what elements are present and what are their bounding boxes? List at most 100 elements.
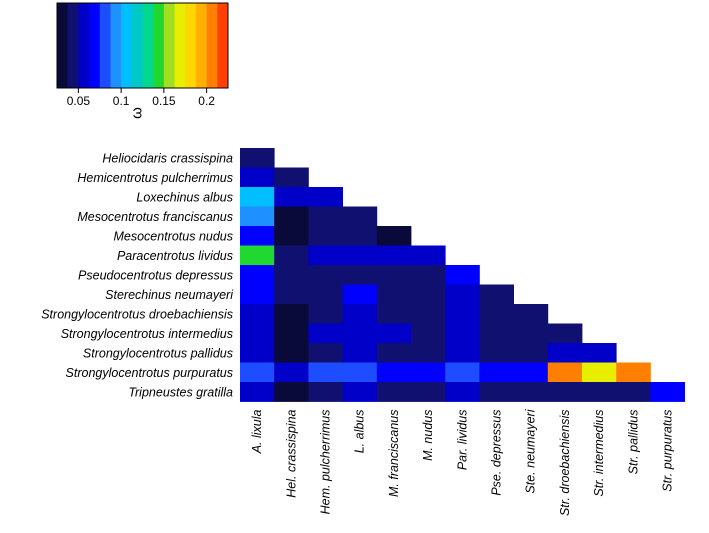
heatmap-cell bbox=[342, 206, 378, 227]
heatmap-cell bbox=[308, 362, 343, 383]
legend-label: ω bbox=[129, 107, 146, 119]
heatmap-cell bbox=[274, 343, 309, 363]
heatmap-cell bbox=[582, 382, 617, 402]
legend-swatch bbox=[217, 3, 229, 88]
heatmap-cell bbox=[308, 245, 343, 266]
heatmap-cell bbox=[411, 284, 446, 305]
heatmap-cell bbox=[445, 323, 480, 344]
legend-frame bbox=[56, 2, 229, 89]
heatmap-cell bbox=[274, 265, 309, 285]
legend-swatch bbox=[163, 3, 176, 88]
heatmap-cell bbox=[274, 304, 309, 324]
legend-swatch bbox=[195, 3, 208, 88]
heatmap-cell bbox=[411, 382, 446, 402]
heatmap-cell bbox=[342, 265, 378, 285]
legend-tick-label: 0.2 bbox=[198, 94, 215, 108]
heatmap-cell bbox=[445, 265, 480, 285]
heatmap-cell bbox=[479, 304, 514, 324]
heatmap-cell bbox=[547, 362, 583, 383]
legend-tick-label: 0.15 bbox=[152, 94, 176, 108]
column-label: Str. purpuratus bbox=[661, 410, 675, 492]
heatmap-cell bbox=[445, 343, 480, 363]
row-label: Loxechinus albus bbox=[136, 190, 233, 204]
heatmap-cell bbox=[240, 245, 275, 266]
column-labels: A. lixula Hel. crassispina Hem. pulcherrim… bbox=[250, 408, 674, 516]
legend-swatch bbox=[142, 3, 154, 88]
heatmap-cell bbox=[308, 226, 343, 246]
column-label: M. nudus bbox=[421, 410, 435, 461]
row-label: Mesocentrotus nudus bbox=[113, 229, 233, 243]
heatmap-cell bbox=[274, 187, 309, 207]
legend-swatch bbox=[153, 3, 165, 88]
heatmap-cell bbox=[650, 382, 685, 402]
heatmap-cell bbox=[479, 323, 514, 344]
row-label: Tripneustes gratilla bbox=[128, 385, 233, 399]
color-legend: 0.05 0.1 0.15 0.2 ω bbox=[56, 2, 229, 119]
row-label: Mesocentrotus franciscanus bbox=[77, 210, 233, 224]
heatmap-cell bbox=[308, 382, 343, 402]
heatmap-cell bbox=[342, 382, 378, 402]
heatmap-cell bbox=[376, 362, 412, 383]
heatmap-cell bbox=[411, 265, 446, 285]
legend-swatch bbox=[67, 3, 79, 88]
heatmap-cell bbox=[274, 284, 309, 305]
heatmap-cell bbox=[445, 284, 480, 305]
heatmap-cell bbox=[445, 362, 480, 383]
heatmap-cell bbox=[274, 206, 309, 227]
legend-swatches bbox=[57, 3, 229, 88]
heatmap-cell bbox=[582, 343, 617, 363]
heatmap-cell bbox=[411, 343, 446, 363]
heatmap-cell bbox=[513, 323, 549, 344]
column-label: Hem. pulcherrimus bbox=[319, 410, 333, 515]
heatmap-cell bbox=[308, 206, 343, 227]
heatmap-cell bbox=[240, 265, 275, 285]
legend-swatch bbox=[174, 3, 186, 88]
row-label: Strongylocentrotus pallidus bbox=[83, 346, 233, 360]
heatmap-cell bbox=[616, 382, 651, 402]
column-label: M. franciscanus bbox=[387, 410, 401, 498]
legend-swatch bbox=[206, 3, 218, 88]
legend-tick-label: 0.1 bbox=[113, 94, 130, 108]
row-labels: Heliocidaris crassispina Hemicentrotus pu… bbox=[41, 151, 234, 399]
heatmap-cell bbox=[411, 323, 446, 344]
heatmap-cell bbox=[616, 362, 651, 383]
heatmap-cell bbox=[376, 226, 412, 246]
legend-swatch bbox=[185, 3, 197, 88]
row-label: Paracentrotus lividus bbox=[117, 249, 233, 263]
column-label: Str. pallidus bbox=[626, 410, 640, 475]
legend-tick-label: 0.05 bbox=[67, 94, 91, 108]
heatmap-cell bbox=[240, 206, 275, 227]
heatmap-cell bbox=[479, 362, 514, 383]
heatmap-cell bbox=[308, 343, 343, 363]
heatmap-cell bbox=[308, 284, 343, 305]
heatmap-cells bbox=[240, 148, 685, 402]
heatmap-cell bbox=[308, 304, 343, 324]
heatmap-cell bbox=[240, 343, 275, 363]
row-label: Pseudocentrotus depressus bbox=[78, 268, 233, 282]
heatmap-cell bbox=[513, 382, 549, 402]
heatmap-cell bbox=[411, 245, 446, 266]
heatmap-cell bbox=[513, 362, 549, 383]
row-label: Sterechinus neumayeri bbox=[105, 288, 234, 302]
heatmap-cell bbox=[342, 323, 378, 344]
row-label: Heliocidaris crassispina bbox=[102, 151, 233, 165]
row-label: Hemicentrotus pulcherrimus bbox=[77, 171, 233, 185]
column-label: Str. droebachiensis bbox=[558, 410, 572, 517]
heatmap-cell bbox=[342, 226, 378, 246]
heatmap-cell bbox=[582, 362, 617, 383]
heatmap-cell bbox=[513, 304, 549, 324]
legend-swatch bbox=[57, 3, 69, 88]
heatmap-cell bbox=[308, 187, 343, 207]
row-label: Strongylocentrotus intermedius bbox=[61, 327, 233, 341]
heatmap-cell bbox=[240, 226, 275, 246]
heatmap-cell bbox=[411, 362, 446, 383]
heatmap-cell bbox=[240, 304, 275, 324]
column-label: Par. lividus bbox=[455, 410, 469, 471]
heatmap-cell bbox=[274, 382, 309, 402]
heatmap-cell bbox=[376, 265, 412, 285]
heatmap-cell bbox=[274, 245, 309, 266]
heatmap-cell bbox=[342, 284, 378, 305]
heatmap-cell bbox=[342, 304, 378, 324]
heatmap-cell bbox=[342, 343, 378, 363]
heatmap-cell bbox=[411, 304, 446, 324]
